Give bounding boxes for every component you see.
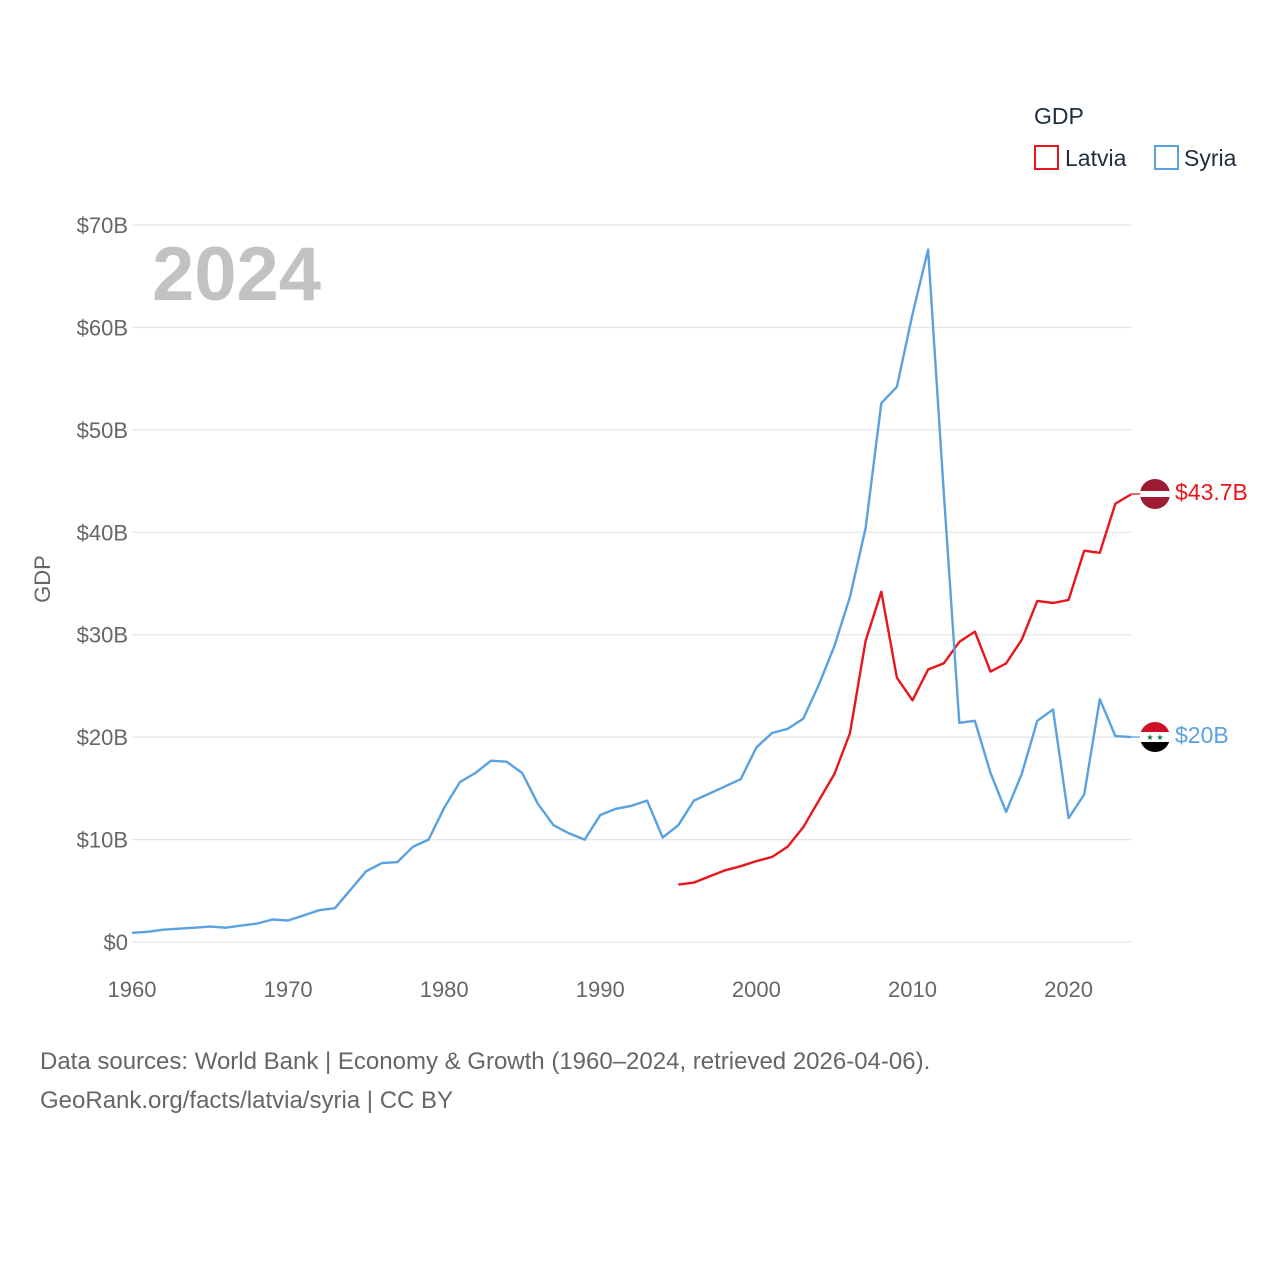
syria-end-value: $20B [1175, 722, 1229, 748]
year-watermark: 2024 [152, 232, 321, 317]
y-tick-label: $40B [77, 520, 128, 545]
gdp-line-chart: $0$10B$20B$30B$40B$50B$60B$70B 1960 1970 1… [30, 103, 1248, 1002]
x-tick-label: 1970 [264, 977, 313, 1002]
svg-text:★: ★ [1156, 733, 1163, 742]
svg-text:★: ★ [1146, 733, 1153, 742]
legend-label-syria[interactable]: Syria [1184, 145, 1237, 171]
x-axis-ticks: 1960 1970 1980 1990 2000 2010 2020 [108, 977, 1094, 1002]
x-tick-label: 2020 [1044, 977, 1093, 1002]
series-lines [131, 248, 1132, 934]
y-tick-label: $70B [77, 213, 128, 238]
y-tick-label: $30B [77, 623, 128, 648]
y-axis-ticks: $0 $10B $20B $30B $40B $50B $60B $70B [77, 213, 128, 955]
y-axis-title: GDP [30, 555, 55, 603]
y-tick-label: $0 [104, 930, 128, 955]
legend-swatch-syria[interactable] [1154, 145, 1179, 170]
y-tick-label: $60B [77, 315, 128, 340]
series-line-syria[interactable] [131, 248, 1132, 934]
syria-flag-icon: ★ ★ [1140, 722, 1170, 752]
latvia-flag-icon [1140, 479, 1170, 509]
source-line-1: Data sources: World Bank | Economy & Gro… [40, 1048, 931, 1075]
data-source-note: Data sources: World Bank | Economy & Gro… [40, 1042, 1240, 1120]
legend: GDP Latvia Syria [1034, 103, 1237, 171]
x-tick-label: 2000 [732, 977, 781, 1002]
gridlines [132, 224, 1131, 943]
x-tick-label: 1960 [108, 977, 157, 1002]
y-tick-label: $50B [77, 418, 128, 443]
x-tick-label: 1990 [576, 977, 625, 1002]
series-line-latvia[interactable] [678, 493, 1132, 886]
legend-label-latvia[interactable]: Latvia [1065, 145, 1127, 171]
x-tick-label: 1980 [420, 977, 469, 1002]
y-tick-label: $10B [77, 828, 128, 853]
legend-title: GDP [1034, 103, 1084, 129]
latvia-end-value: $43.7B [1175, 479, 1248, 505]
y-tick-label: $20B [77, 725, 128, 750]
source-line-2[interactable]: GeoRank.org/facts/latvia/syria | CC BY [40, 1087, 454, 1114]
x-tick-label: 2010 [888, 977, 937, 1002]
legend-swatch-latvia[interactable] [1034, 145, 1059, 170]
